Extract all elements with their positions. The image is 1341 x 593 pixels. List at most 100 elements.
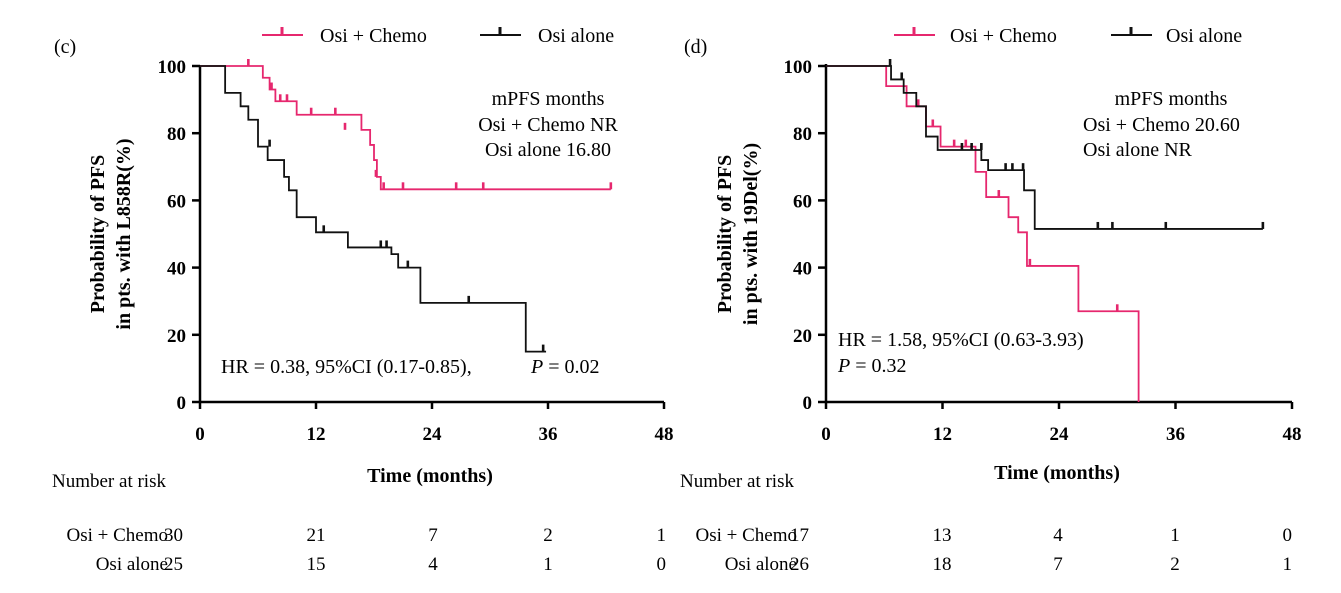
- legend-label: Osi + Chemo: [320, 25, 427, 47]
- panel-c: (c) Osi + Chemo Osi alone 0 12 24 36 48 0204…: [52, 25, 674, 575]
- x-tick-label: 36: [539, 424, 558, 445]
- risk-value: 17: [790, 525, 809, 546]
- risk-value: 25: [164, 554, 183, 575]
- p-value: = 0.32: [850, 355, 906, 377]
- risk-value: 2: [1170, 554, 1180, 575]
- mpfs-line-1: mPFS months: [1115, 88, 1228, 110]
- risk-row-label: Osi alone: [725, 554, 797, 575]
- risk-value: 4: [428, 554, 438, 575]
- mpfs-line-2: Osi + Chemo NR: [478, 114, 618, 136]
- km-line-osi-alone: [826, 65, 1263, 230]
- risk-value: 7: [428, 525, 438, 546]
- y-tick-label: 100: [784, 57, 813, 78]
- x-tick-label: 0: [821, 424, 831, 445]
- panel-label: (d): [684, 36, 707, 58]
- panel-d: (d) Osi + Chemo Osi alone 0 12 24 36 48 0204…: [680, 25, 1302, 575]
- y-axis-title: Probability of PFS in pts. with 19Del(%): [714, 143, 762, 325]
- y-axis-title-line2: in pts. with 19Del(%): [740, 143, 762, 325]
- legend: Osi + Chemo Osi alone: [894, 25, 1242, 47]
- risk-table-title: Number at risk: [52, 471, 166, 492]
- risk-value: 21: [307, 525, 326, 546]
- p-value: = 0.02: [543, 356, 599, 378]
- mpfs-line-3: Osi alone NR: [1083, 139, 1193, 161]
- risk-value: 1: [1170, 525, 1180, 546]
- legend-item-osi-alone: Osi alone: [1111, 25, 1242, 47]
- risk-value: 0: [657, 554, 667, 575]
- risk-value: 0: [1283, 525, 1293, 546]
- risk-value: 1: [1283, 554, 1293, 575]
- risk-row-label: Osi alone: [96, 554, 168, 575]
- x-axis-title: Time (months): [367, 465, 493, 487]
- x-tick-label: 24: [1050, 424, 1070, 445]
- mpfs-line-3: Osi alone 16.80: [485, 139, 611, 161]
- y-tick-label: 0: [803, 393, 813, 414]
- legend-label: Osi alone: [538, 25, 614, 47]
- risk-table-title: Number at risk: [680, 471, 794, 492]
- y-tick-label: 0: [177, 393, 187, 414]
- hr-text: HR = 0.38, 95%CI (0.17-0.85),: [221, 356, 472, 378]
- panel-label: (c): [54, 36, 76, 58]
- y-ticks: 0 20 40 60 80 100: [784, 57, 826, 414]
- x-tick-label: 12: [933, 424, 952, 445]
- p-annotation: P = 0.32: [837, 355, 907, 377]
- x-ticks: 0 12 24 36 48: [821, 402, 1302, 445]
- risk-value: 30: [164, 525, 183, 546]
- risk-value: 26: [790, 554, 809, 575]
- km-curves: [826, 59, 1265, 402]
- y-tick-label: 100: [158, 57, 187, 78]
- x-axis-title: Time (months): [994, 462, 1120, 484]
- y-axis-title-line2: in pts. with L858R(%): [113, 138, 135, 329]
- x-tick-label: 12: [307, 424, 326, 445]
- risk-row-label: Osi + Chemo: [696, 525, 798, 546]
- risk-value: 2: [543, 525, 553, 546]
- y-axis-title-line1: Probability of PFS: [714, 155, 736, 314]
- legend-label: Osi + Chemo: [950, 25, 1057, 47]
- y-axis-title: Probability of PFS in pts. with L858R(%): [87, 138, 135, 329]
- risk-value: 13: [933, 525, 952, 546]
- mpfs-line-1: mPFS months: [492, 88, 605, 110]
- y-tick-label: 20: [793, 326, 812, 347]
- y-tick-label: 40: [167, 259, 186, 280]
- mpfs-line-2: Osi + Chemo 20.60: [1083, 114, 1240, 136]
- y-tick-label: 80: [793, 124, 812, 145]
- km-line-osi-chemo: [826, 65, 1140, 402]
- p-symbol: P: [837, 355, 850, 377]
- risk-value: 1: [543, 554, 553, 575]
- risk-value: 1: [657, 525, 667, 546]
- risk-value: 7: [1053, 554, 1063, 575]
- legend-item-osi-chemo: Osi + Chemo: [894, 25, 1057, 47]
- y-tick-label: 80: [167, 124, 186, 145]
- y-ticks: 0 20 40 60 80 100: [158, 57, 200, 414]
- y-tick-label: 60: [167, 191, 186, 212]
- legend-item-osi-chemo: Osi + Chemo: [262, 25, 427, 47]
- km-line-osi-alone: [200, 65, 547, 353]
- p-symbol: P: [530, 356, 543, 378]
- risk-value: 18: [933, 554, 952, 575]
- x-tick-label: 0: [195, 424, 205, 445]
- x-tick-label: 48: [655, 424, 674, 445]
- legend: Osi + Chemo Osi alone: [262, 25, 614, 47]
- y-tick-label: 20: [167, 326, 186, 347]
- risk-value: 15: [307, 554, 326, 575]
- y-tick-label: 40: [793, 259, 812, 280]
- x-tick-label: 24: [423, 424, 443, 445]
- hr-annotation: HR = 0.38, 95%CI (0.17-0.85), P = 0.02: [221, 356, 600, 378]
- x-tick-label: 48: [1283, 424, 1302, 445]
- mpfs-annotation: mPFS months Osi + Chemo 20.60 Osi alone …: [1083, 88, 1240, 161]
- y-tick-label: 60: [793, 191, 812, 212]
- legend-item-osi-alone: Osi alone: [480, 25, 614, 47]
- risk-value: 4: [1053, 525, 1063, 546]
- y-axis-title-line1: Probability of PFS: [87, 155, 109, 314]
- x-tick-label: 36: [1166, 424, 1185, 445]
- risk-row-label: Osi + Chemo: [67, 525, 169, 546]
- hr-annotation: HR = 1.58, 95%CI (0.63-3.93): [838, 329, 1084, 351]
- x-ticks: 0 12 24 36 48: [195, 402, 674, 445]
- km-curves: [200, 59, 613, 353]
- mpfs-annotation: mPFS months Osi + Chemo NR Osi alone 16.…: [478, 88, 618, 161]
- legend-label: Osi alone: [1166, 25, 1242, 47]
